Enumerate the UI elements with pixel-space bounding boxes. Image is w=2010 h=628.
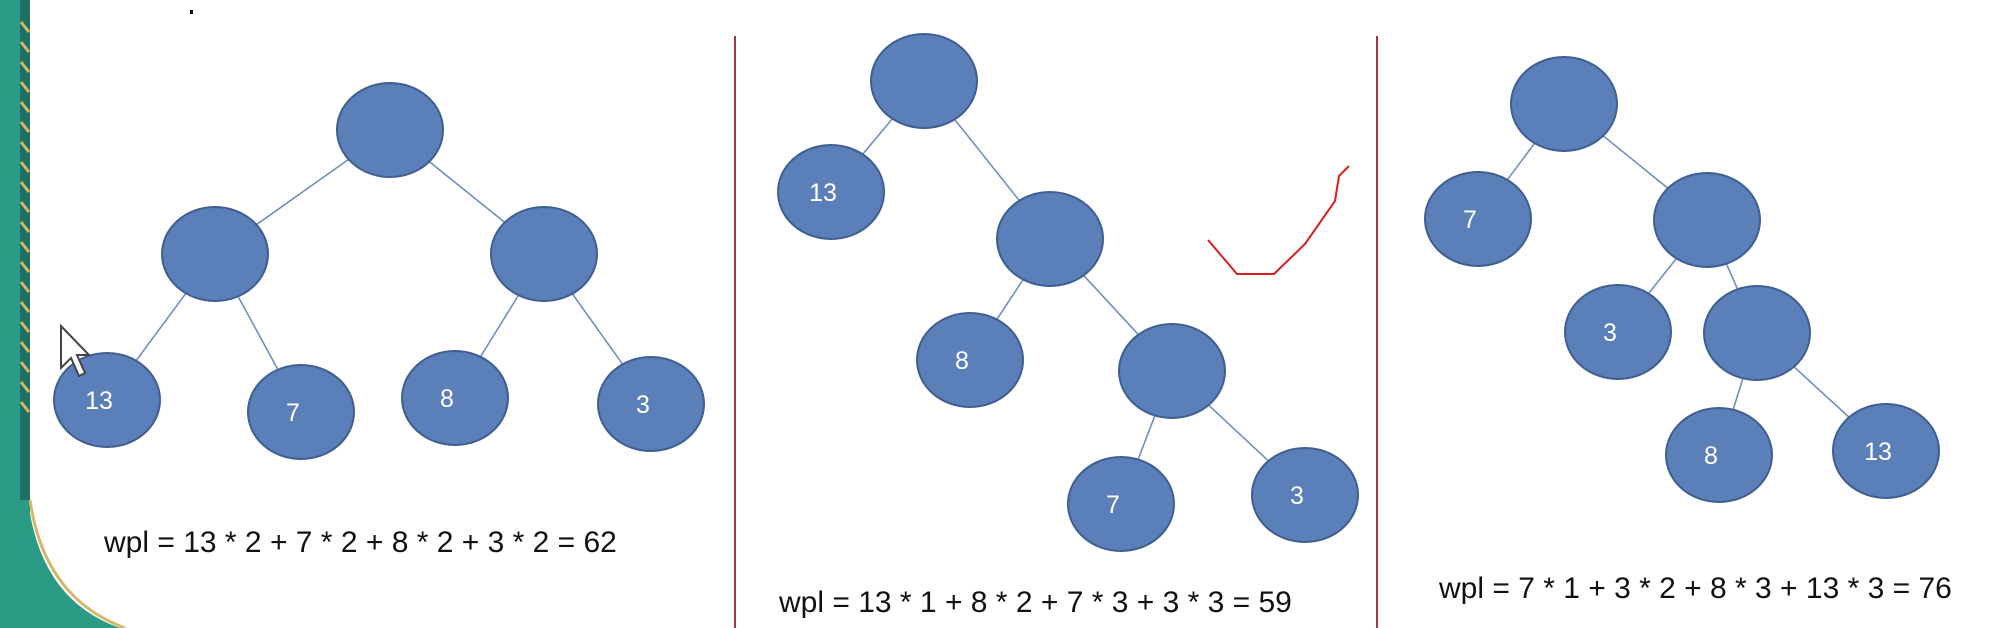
left-strip-corner <box>0 500 120 628</box>
node-circle-t2n3 <box>996 191 1104 287</box>
internal-node-t1n1 <box>336 82 444 178</box>
node-circle-t1n3 <box>490 206 598 302</box>
node-circle-t3n7 <box>1832 403 1940 499</box>
node-circle-t1n7 <box>597 356 705 452</box>
node-circle-t3n5 <box>1703 285 1811 381</box>
left-strip-stitch <box>19 241 31 253</box>
node-label-t1n7: 3 <box>636 391 650 419</box>
internal-node-t2n1 <box>870 33 978 129</box>
node-circle-t1n5 <box>247 364 355 460</box>
node-circle-t3n3 <box>1653 172 1761 268</box>
tree-1-nodes: 13 7 8 3 <box>53 82 705 460</box>
tree-3-formula: wpl = 7 * 1 + 3 * 2 + 8 * 3 + 13 * 3 = 7… <box>1438 572 1952 605</box>
tree-1-panel: 13 7 8 3 wpl = 13 * 2 + 7 * 2 + 8 * 2 + 3 *… <box>53 82 705 559</box>
left-strip-stitch <box>19 121 31 133</box>
node-circle-t3n4 <box>1564 284 1672 380</box>
internal-node-t3n3 <box>1653 172 1761 268</box>
internal-node-t1n3 <box>490 206 598 302</box>
tree-2-formula: wpl = 13 * 1 + 8 * 2 + 7 * 3 + 3 * 3 = 5… <box>778 586 1292 619</box>
mouse-cursor-icon <box>60 323 92 378</box>
internal-node-t3n5 <box>1703 285 1811 381</box>
node-circle-t3n2 <box>1424 171 1532 267</box>
node-label-t3n2: 7 <box>1463 206 1477 234</box>
left-strip-stitch <box>19 161 31 173</box>
node-circle-t2n5 <box>1118 323 1226 419</box>
node-label-t3n4: 3 <box>1603 319 1617 347</box>
node-label-t1n6: 8 <box>440 385 454 413</box>
node-label-t2n4: 8 <box>955 347 969 375</box>
left-strip-stitch <box>19 41 31 53</box>
leaf-node-t1n6: 8 <box>401 350 509 446</box>
node-circle-t1n2 <box>161 206 269 302</box>
left-strip-stitch <box>19 261 31 273</box>
internal-node-t3n1 <box>1510 56 1618 152</box>
leaf-node-t3n4: 3 <box>1564 284 1672 380</box>
tree-1-formula: wpl = 13 * 2 + 7 * 2 + 8 * 2 + 3 * 2 = 6… <box>103 526 617 559</box>
left-strip-stitch <box>19 21 31 33</box>
node-circle-t1n4 <box>53 352 161 448</box>
left-strip-stitch <box>19 181 31 193</box>
left-strip-stitch <box>19 341 31 353</box>
node-circle-t3n1 <box>1510 56 1618 152</box>
red-annotation-stroke <box>1207 165 1350 275</box>
node-label-t1n4: 13 <box>85 387 113 415</box>
left-strip-stitch <box>19 61 31 73</box>
left-strip-stitch <box>19 301 31 313</box>
leaf-node-t2n4: 8 <box>916 312 1024 408</box>
tree-2-nodes: 13 8 7 3 <box>777 33 1359 552</box>
leaf-node-t3n7: 13 <box>1832 403 1940 499</box>
node-circle-t1n6 <box>401 350 509 446</box>
left-strip-stitch <box>19 361 31 373</box>
left-strip-stitch <box>19 81 31 93</box>
node-label-t2n7: 3 <box>1290 482 1304 510</box>
node-label-t2n6: 7 <box>1106 491 1120 519</box>
left-strip-stitch <box>19 221 31 233</box>
left-strip-corner-edge <box>28 499 126 628</box>
leaf-node-t3n6: 8 <box>1665 407 1773 503</box>
node-circle-t2n4 <box>916 312 1024 408</box>
leaf-node-t2n6: 7 <box>1067 456 1175 552</box>
node-circle-t1n1 <box>336 82 444 178</box>
node-circle-t2n2 <box>777 144 885 240</box>
node-label-t3n6: 8 <box>1704 442 1718 470</box>
internal-node-t2n5 <box>1118 323 1226 419</box>
node-circle-t2n7 <box>1251 447 1359 543</box>
leaf-node-t2n2: 13 <box>777 144 885 240</box>
left-strip-stitch <box>19 401 31 413</box>
tree-3-nodes: 7 3 8 13 <box>1424 56 1940 503</box>
left-decor-strip <box>0 0 193 628</box>
node-circle-t2n6 <box>1067 456 1175 552</box>
left-strip-stitch <box>19 201 31 213</box>
left-strip-stitch <box>19 321 31 333</box>
leaf-node-t1n4: 13 <box>53 352 161 448</box>
left-strip-stitch <box>19 381 31 393</box>
leaf-node-t3n2: 7 <box>1424 171 1532 267</box>
left-strip-stitch <box>19 101 31 113</box>
internal-node-t2n3 <box>996 191 1104 287</box>
node-label-t1n5: 7 <box>286 399 300 427</box>
tree-2-panel: 13 8 7 3 wpl = 13 * 1 + 8 * 2 + 7 * 3 + 3 *… <box>777 33 1359 619</box>
node-circle-t2n1 <box>870 33 978 129</box>
tree-3-panel: 7 3 8 13 wpl = 7 * 1 + 3 * 2 + 8 * 3 + 13 *… <box>1424 56 1952 605</box>
node-label-t3n7: 13 <box>1864 438 1892 466</box>
left-strip-shadow <box>20 0 30 628</box>
left-strip-stitch <box>19 281 31 293</box>
node-label-t2n2: 13 <box>809 179 837 207</box>
leaf-node-t1n5: 7 <box>247 364 355 460</box>
node-circle-t3n6 <box>1665 407 1773 503</box>
leaf-node-t2n7: 3 <box>1251 447 1359 543</box>
internal-node-t1n2 <box>161 206 269 302</box>
left-strip-stitch <box>19 141 31 153</box>
top-speck <box>190 10 193 14</box>
leaf-node-t1n7: 3 <box>597 356 705 452</box>
